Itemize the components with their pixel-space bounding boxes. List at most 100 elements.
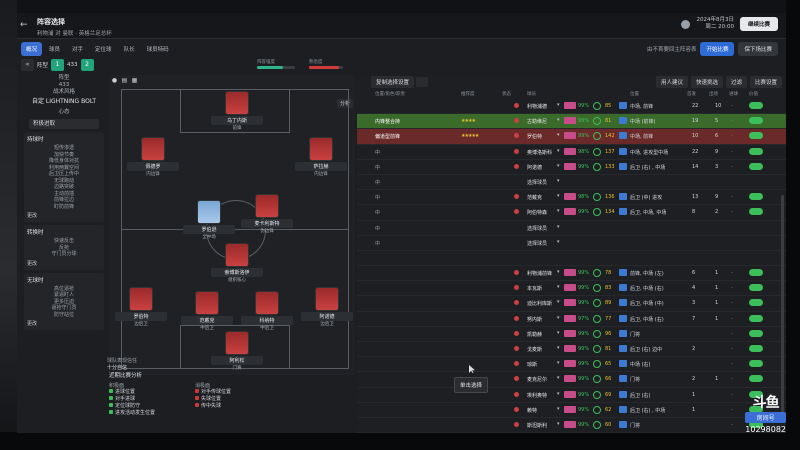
player-card[interactable]: 科纳特 中后卫	[241, 291, 293, 331]
player-name[interactable]: 罗伯特	[527, 134, 543, 141]
table-row[interactable]: 麦克尼尔 ▾ 99% 66 门将 2 1 -	[357, 372, 786, 388]
col-starts[interactable]: 首发	[687, 92, 696, 97]
table-row[interactable]: 中 阿伯特森 ▾ 99% 134 后卫, 中场, 中场 8 2 -	[357, 205, 786, 221]
count-button-1[interactable]: 1	[51, 59, 65, 71]
player-name[interactable]: 本瓦斯	[527, 286, 543, 293]
col-position[interactable]: 位置/角色/职责	[375, 92, 406, 97]
table-row[interactable]: 努内斯 ▾ 97% 77 后卫, 中场 (右) 7 1 -	[357, 312, 786, 327]
chevron-down-icon[interactable]: ▾	[557, 193, 560, 200]
table-row[interactable]: 中 选择球员 ▾	[357, 221, 786, 236]
chevron-down-icon[interactable]: ▾	[557, 269, 560, 276]
count-button-2[interactable]: 2	[80, 59, 94, 71]
table-row[interactable]: 埃利奥特 ▾ 99% 69 后卫 (右) 1 -	[357, 388, 786, 403]
player-name[interactable]: 斯坦斯利	[527, 422, 548, 429]
chevron-down-icon[interactable]: ▾	[557, 405, 560, 412]
player-card[interactable]: 麦卡利斯特 伪边锋	[241, 194, 293, 234]
player-card[interactable]: 乌丁内斯 前锋	[211, 91, 263, 131]
tab-opponent[interactable]: 对手	[72, 47, 84, 53]
chevron-down-icon[interactable]: ▾	[557, 132, 560, 139]
player-name[interactable]: 奥博洛斯科	[527, 149, 553, 156]
player-card[interactable]: 萨拉赫 内边锋	[295, 137, 347, 177]
player-card[interactable]: 范戴克 中后卫	[181, 291, 233, 331]
tab-captain[interactable]: 队长	[123, 47, 135, 53]
filter-button[interactable]: 过滤	[725, 76, 747, 88]
table-row[interactable]: 中 奥博洛斯科 ▾ 98% 137 中场, 进攻型中场 22 9 -	[357, 145, 786, 160]
table-row[interactable]: 迪比利库斯 ▾ 99% 89 后卫, 中场 (中) 3 1 -	[357, 296, 786, 312]
table-row[interactable]: 偏道型前锋 ★★★★★ 罗伯特 ▾ 99% 142 中场, 前锋 10 6 -	[357, 129, 786, 145]
player-name[interactable]: 麦克尼尔	[527, 377, 548, 384]
chevron-down-icon[interactable]: ▾	[557, 102, 560, 108]
copy-selection-dropdown[interactable]: 复制选择设置	[371, 76, 415, 88]
chevron-down-icon[interactable]: ▾	[557, 390, 560, 397]
player-card[interactable]: 佩德罗 内边锋	[127, 137, 179, 177]
col-goals[interactable]: 进球	[729, 92, 738, 97]
select-player-slot[interactable]: 选择球员	[527, 225, 548, 232]
grid-icon[interactable]: ▦	[131, 77, 138, 84]
player-name[interactable]: 利物浦前锋	[527, 271, 553, 278]
table-row[interactable]: 利物浦前锋 ▾ 99% 78 前锋, 中场 (左) 6 1 -	[357, 266, 786, 282]
player-card[interactable]: 罗伯特 边后卫	[115, 287, 167, 327]
table-row[interactable]: 中 阿诺德 ▾ 99% 133 后卫 (右) , 中场 14 3 -	[357, 160, 786, 175]
chevron-down-icon[interactable]: ▾	[557, 223, 560, 230]
suggest-button[interactable]: 用人建议	[655, 76, 688, 88]
select-player-slot[interactable]: 选择球员	[527, 179, 548, 186]
mentality-select[interactable]: 积极进取	[29, 119, 99, 129]
select-player-slot[interactable]: 选择球员	[527, 240, 548, 247]
player-name[interactable]: 古勒维尼	[527, 119, 548, 126]
table-row[interactable]: 中 选择球员 ▾	[357, 175, 786, 191]
chevron-down-icon[interactable]: ▾	[557, 345, 560, 351]
player-name[interactable]: 利物浦德	[527, 104, 548, 110]
edit-button[interactable]: 更改	[27, 321, 38, 327]
collapse-button[interactable]: «	[21, 59, 34, 71]
col-role[interactable]: 位置	[630, 92, 639, 97]
list-scrollbar[interactable]	[781, 195, 784, 415]
col-value[interactable]: 价值	[749, 92, 758, 97]
player-card[interactable]: 阿诺德 边后卫	[301, 287, 353, 327]
table-row[interactable]: 凯勒赫 ▾ 99% 96 门将 -	[357, 327, 786, 342]
continue-button[interactable]: 继续比赛	[739, 17, 778, 31]
chevron-down-icon[interactable]: ▾	[557, 238, 560, 245]
chevron-down-icon[interactable]: ▾	[557, 420, 560, 427]
table-row[interactable]: 中 选择球员 ▾	[357, 236, 786, 251]
table-row[interactable]: 本瓦斯 ▾ 99% 83 后卫, 中场 (右) 4 1 -	[357, 281, 786, 297]
table-row[interactable]	[357, 251, 786, 267]
player-name[interactable]: 埃利奥特	[527, 392, 548, 399]
player-name[interactable]: 迪比利库斯	[527, 301, 553, 308]
tab-set-pieces[interactable]: 定位球	[95, 47, 112, 53]
table-row[interactable]: 中 范戴克 ▾ 98% 136 后卫 (中) 进攻 13 9 -	[357, 190, 786, 206]
table-row[interactable]: 戈麦斯 ▾ 99% 81 后卫 (右) 边中 2 -	[357, 342, 786, 358]
back-icon[interactable]: ←	[20, 20, 28, 30]
chevron-down-icon[interactable]: ▾	[557, 208, 560, 215]
table-row[interactable]: 琼斯 ▾ 99% 65 中场 (右) -	[357, 357, 786, 373]
col-status[interactable]: 状态	[502, 92, 511, 97]
match-settings-button[interactable]: 比赛设置	[749, 76, 782, 88]
chevron-down-icon[interactable]: ▾	[557, 360, 560, 367]
bar-chart-icon[interactable]: ▤	[121, 77, 128, 84]
player-name[interactable]: 阿伯特森	[527, 210, 548, 217]
sort-icon[interactable]	[416, 77, 429, 87]
edit-button[interactable]: 更改	[27, 213, 38, 219]
quick-pick-button[interactable]: 快速挑选	[690, 76, 723, 88]
player-card[interactable]: 阿利松 门将	[211, 331, 263, 371]
player-name[interactable]: 赖特	[527, 407, 538, 414]
player-card[interactable]: 索博斯洛伊 组织核心	[211, 243, 263, 283]
table-row[interactable]: 内锋整合持 ★★★★ 古勒维尼 ▾ 99% 81 中场 (前锋) 19 5 -	[357, 114, 786, 130]
player-name[interactable]: 努内斯	[527, 316, 543, 323]
table-row[interactable]: 赖特 ▾ 99% 62 后卫 (右) , 中场 1 -	[357, 403, 786, 418]
chevron-down-icon[interactable]: ▾	[557, 147, 560, 154]
tab-players[interactable]: 球员	[49, 47, 61, 53]
chevron-down-icon[interactable]: ▾	[557, 375, 560, 382]
tab-overview[interactable]: 概况	[21, 42, 43, 56]
edit-button[interactable]: 更改	[27, 260, 38, 267]
table-row[interactable]: 利物浦德 ▾ 99% 85 中场, 前锋 22 10 -	[357, 99, 786, 115]
col-rating[interactable]: 推荐度	[461, 92, 475, 97]
chevron-down-icon[interactable]: ▾	[557, 162, 560, 169]
player-name[interactable]: 戈麦斯	[527, 347, 543, 353]
player-name[interactable]: 凯勒赫	[527, 331, 543, 338]
info-icon[interactable]: ●	[111, 77, 118, 84]
player-name[interactable]: 阿诺德	[527, 164, 543, 171]
formation-value[interactable]: 433	[67, 62, 78, 68]
chevron-down-icon[interactable]: ▾	[557, 284, 560, 291]
save-next-button[interactable]: 保下场比赛	[738, 42, 778, 56]
col-apps[interactable]: 出场	[709, 92, 718, 97]
